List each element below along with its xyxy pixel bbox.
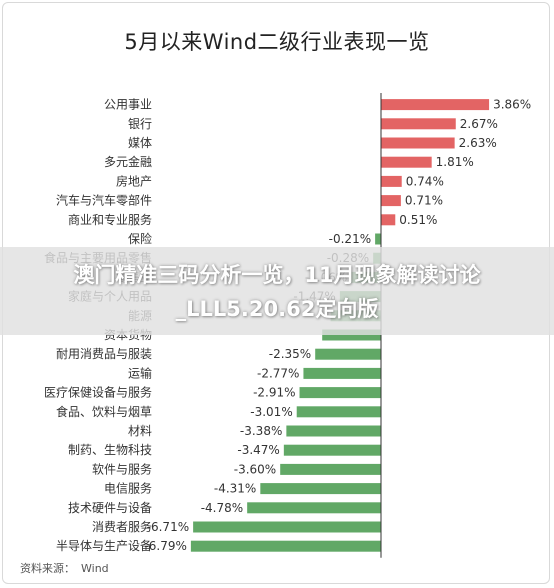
data-label-4: 1.81%: [436, 155, 474, 169]
data-label-8: -0.21%: [329, 232, 371, 246]
bar-8: [375, 233, 381, 245]
data-label-16: -2.91%: [253, 386, 295, 400]
bar-15: [303, 367, 381, 379]
category-label-16: 医疗保健设备与服务: [44, 385, 152, 400]
data-label-19: -3.47%: [237, 443, 279, 457]
data-label-2: 2.67%: [460, 117, 498, 131]
bar-16: [299, 387, 381, 399]
category-label-17: 食品、饮料与烟草: [56, 404, 152, 419]
source-line: 资料来源： Wind: [20, 560, 115, 576]
bar-7: [381, 214, 396, 226]
data-label-23: -6.71%: [147, 520, 189, 534]
source-label: 资料来源：: [20, 562, 75, 575]
data-label-24: -6.79%: [144, 539, 186, 553]
bar-1: [381, 99, 490, 111]
watermark-overlay-band: [0, 247, 554, 335]
bar-22: [247, 502, 381, 514]
category-label-20: 软件与服务: [92, 461, 152, 476]
category-label-22: 技术硬件与设备: [68, 501, 152, 515]
category-label-15: 运输: [128, 365, 152, 380]
category-label-5: 房地产: [116, 173, 152, 188]
source-value: Wind: [81, 562, 109, 575]
data-label-20: -3.60%: [234, 462, 276, 476]
bar-24: [190, 540, 381, 552]
bar-3: [381, 137, 455, 149]
data-label-1: 3.86%: [493, 98, 531, 112]
chart-title: 5月以来Wind二级行业表现一览: [124, 30, 430, 54]
category-label-4: 多元金融: [104, 154, 152, 169]
category-label-18: 材料: [128, 424, 152, 438]
bar-23: [193, 521, 381, 533]
category-label-21: 电信服务: [104, 481, 152, 496]
data-label-15: -2.77%: [257, 366, 299, 380]
data-label-6: 0.71%: [405, 194, 443, 208]
category-label-1: 公用事业: [104, 98, 152, 112]
data-label-7: 0.51%: [399, 213, 437, 227]
bar-13: [322, 329, 381, 341]
bar-5: [381, 175, 402, 187]
category-label-3: 媒体: [128, 136, 152, 150]
data-label-3: 2.63%: [459, 136, 497, 150]
data-label-22: -4.78%: [201, 501, 243, 515]
bar-17: [296, 406, 381, 418]
category-label-23: 消费者服务: [92, 519, 152, 534]
bar-4: [381, 156, 432, 168]
bar-14: [315, 348, 381, 360]
bar-6: [381, 195, 401, 207]
category-label-2: 银行: [128, 117, 152, 131]
category-label-7: 商业和专业服务: [68, 212, 152, 227]
bar-19: [283, 444, 381, 456]
data-label-5: 0.74%: [406, 174, 444, 188]
data-label-17: -3.01%: [250, 405, 292, 419]
bar-21: [260, 483, 381, 495]
category-label-14: 耐用消费品与服装: [56, 347, 152, 361]
bar-20: [280, 463, 381, 475]
data-label-21: -4.31%: [214, 482, 256, 496]
watermark-overlay-text: 澳门精准三码分析一览，11月现象解读讨论_LLL5.20.62定向版: [73, 263, 481, 321]
category-label-6: 汽车与汽车零部件: [56, 193, 152, 208]
category-label-24: 半导体与生产设备: [56, 539, 152, 553]
data-label-14: -2.35%: [269, 347, 311, 361]
category-label-19: 制药、生物科技: [68, 443, 152, 457]
bar-2: [381, 118, 456, 130]
bar-18: [286, 425, 381, 437]
category-label-8: 保险: [128, 231, 152, 246]
data-label-18: -3.38%: [240, 424, 282, 438]
